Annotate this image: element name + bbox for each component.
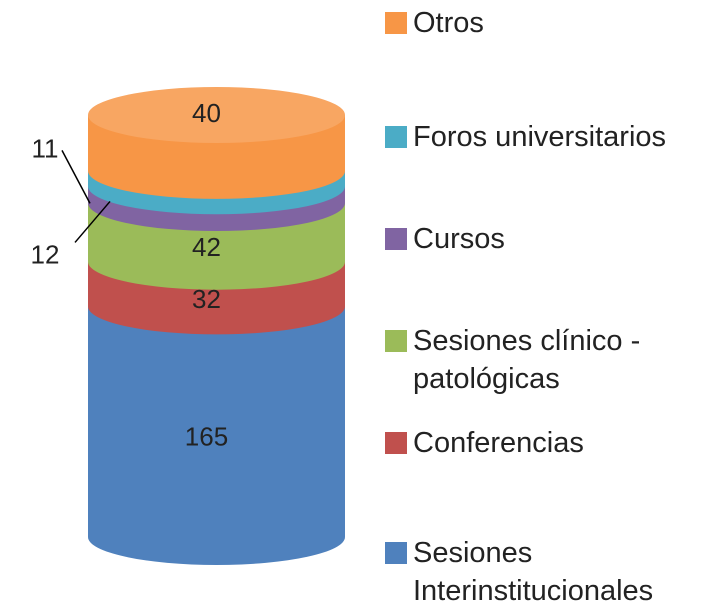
legend-item: Otros	[385, 4, 685, 42]
legend-swatch	[385, 542, 407, 564]
data-label: 12	[31, 239, 60, 269]
leader-line	[61, 150, 91, 204]
legend-swatch	[385, 12, 407, 34]
legend-item: Sesiones Interinstitucionales	[385, 534, 685, 610]
segment-top	[88, 87, 345, 143]
legend-item: Conferencias	[385, 424, 685, 462]
legend-swatch	[385, 330, 407, 352]
legend-label: Conferencias	[413, 427, 584, 459]
legend-item: Cursos	[385, 220, 685, 258]
data-label: 165	[185, 421, 228, 451]
legend-swatch	[385, 126, 407, 148]
legend-label: Otros	[413, 7, 484, 39]
leader-line	[74, 200, 111, 243]
legend-item: Foros universitarios	[385, 118, 685, 156]
legend-item: Sesiones clínico - patológicas	[385, 322, 685, 398]
segment	[88, 306, 345, 565]
legend: Otros Foros universitarios Cursos Sesiones …	[385, 0, 685, 616]
data-label: 42	[192, 232, 221, 262]
chart: 165 32 42 12 11 40	[31, 87, 345, 565]
legend-label: Sesiones clínico - patológicas	[413, 325, 641, 395]
legend-swatch	[385, 228, 407, 250]
legend-label: Foros universitarios	[413, 121, 667, 153]
data-label: 11	[32, 133, 59, 163]
legend-swatch	[385, 432, 407, 454]
data-label: 32	[192, 284, 221, 314]
legend-label: Cursos	[413, 223, 505, 255]
legend-label: Sesiones Interinstitucionales	[413, 537, 654, 607]
data-label: 40	[192, 98, 221, 128]
